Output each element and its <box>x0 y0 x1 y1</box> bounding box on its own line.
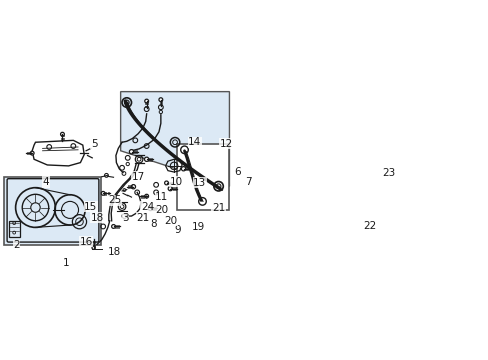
Text: 4: 4 <box>42 177 49 187</box>
Text: 3: 3 <box>122 213 128 223</box>
Text: 12: 12 <box>220 139 233 149</box>
Circle shape <box>144 157 148 161</box>
Text: 7: 7 <box>244 176 251 186</box>
Bar <box>8 221 20 237</box>
Circle shape <box>168 186 172 191</box>
Circle shape <box>111 225 115 228</box>
Circle shape <box>61 132 64 136</box>
Text: 18: 18 <box>91 213 104 223</box>
Text: 21: 21 <box>211 203 225 213</box>
Circle shape <box>164 181 168 185</box>
Circle shape <box>92 246 95 249</box>
Text: 20: 20 <box>164 216 178 226</box>
Text: 20: 20 <box>155 205 168 215</box>
Text: 10: 10 <box>169 176 182 186</box>
Circle shape <box>101 192 105 195</box>
Text: 9: 9 <box>174 225 181 235</box>
Text: 24: 24 <box>141 202 154 212</box>
Text: 17: 17 <box>131 172 144 182</box>
Text: 21: 21 <box>136 213 149 223</box>
Circle shape <box>129 150 133 154</box>
Circle shape <box>144 99 148 103</box>
Bar <box>4 177 101 246</box>
Text: 6: 6 <box>234 167 240 177</box>
Text: 23: 23 <box>382 168 395 179</box>
Text: 5: 5 <box>91 139 97 149</box>
Circle shape <box>131 185 135 189</box>
Circle shape <box>148 206 152 211</box>
Circle shape <box>144 194 148 198</box>
Text: 22: 22 <box>363 221 376 230</box>
Circle shape <box>159 98 163 102</box>
Text: 18: 18 <box>108 247 121 257</box>
Text: 11: 11 <box>155 192 168 202</box>
Text: 15: 15 <box>84 202 97 212</box>
Text: 16: 16 <box>80 237 93 247</box>
Text: 8: 8 <box>150 219 157 229</box>
Polygon shape <box>121 92 229 186</box>
Bar <box>177 144 228 210</box>
Circle shape <box>30 151 34 155</box>
Circle shape <box>181 167 185 171</box>
Text: 25: 25 <box>108 195 121 206</box>
Text: 1: 1 <box>62 258 69 268</box>
Text: 2: 2 <box>13 240 20 251</box>
Text: 13: 13 <box>193 178 206 188</box>
Text: 14: 14 <box>188 137 201 147</box>
Text: 19: 19 <box>191 222 204 233</box>
